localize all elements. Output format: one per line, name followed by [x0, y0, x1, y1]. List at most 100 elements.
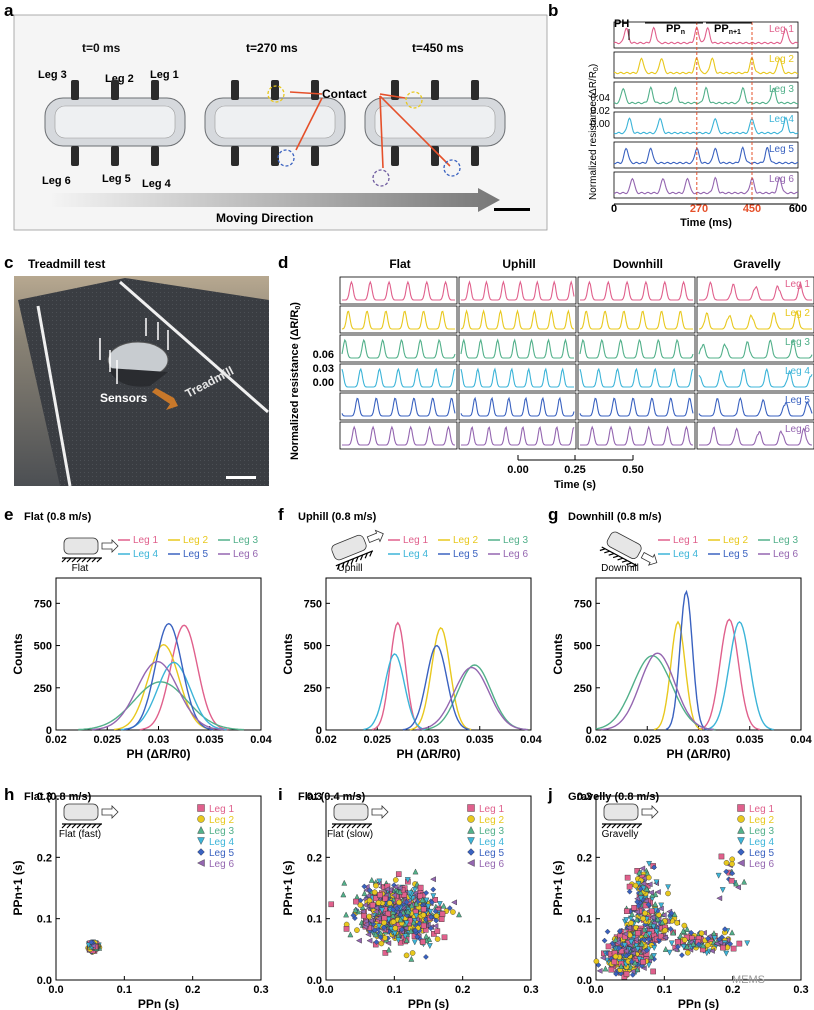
scatter-point [407, 890, 414, 897]
scatter-point [614, 939, 621, 946]
x-tick-label: 0.0 [318, 984, 333, 996]
legend-marker [737, 804, 745, 812]
scatter-point [378, 940, 385, 947]
scatter-point [640, 880, 647, 887]
inset-ground-hatch [336, 823, 342, 829]
robot-leg [471, 146, 479, 166]
d-trace-leg3 [341, 338, 456, 359]
d-trace-leg3 [698, 338, 813, 359]
inset-icon: Flat (fast) [59, 803, 119, 840]
scatter-point [616, 945, 622, 951]
scatter-point [361, 902, 368, 908]
d-cell-2-1 [577, 305, 696, 334]
scatter-point [427, 908, 434, 915]
legend-label: Leg 2 [723, 535, 748, 546]
scatter-point [611, 958, 618, 965]
scatter-point [425, 903, 432, 910]
legend-marker [467, 837, 475, 845]
scatter-point [638, 895, 644, 902]
inset-ground-hatch [626, 823, 632, 829]
scatter-point [650, 923, 657, 930]
d-trace-leg3 [460, 338, 574, 359]
scatter-point [377, 934, 384, 941]
scatter-point [648, 889, 654, 896]
curve-f-leg5 [402, 644, 470, 731]
scatter-point [633, 916, 640, 923]
scatter-point [624, 874, 631, 881]
x-tick-label: 0.03 [418, 734, 439, 746]
legend-label: Leg 2 [453, 535, 478, 546]
scatter-point [434, 936, 441, 942]
d-col-gravelly: Gravelly [733, 257, 781, 271]
legend-marker [197, 815, 205, 823]
contact-arrow-2 [295, 97, 323, 151]
scatter-point [353, 898, 359, 905]
robot-leg [391, 80, 399, 100]
scatter-point [605, 943, 612, 950]
panel-i: i Flat (0.4 m/s) 0.0 0.1 0.2 0.3 0.0 0.1 0.2 0.3 P… [278, 785, 539, 1010]
d-ytick-0: 0.06 [313, 349, 334, 361]
scatter-point [646, 861, 653, 867]
d-ytick-1: 0.03 [313, 363, 334, 375]
scatter-point [420, 922, 427, 929]
scatter-point [628, 939, 635, 946]
robot-leg [391, 146, 399, 166]
y-axis-label: Counts [551, 633, 565, 675]
panel-i-title: Flat (0.4 m/s) [298, 791, 366, 803]
inset-ground-hatch [611, 823, 617, 829]
scatter-point [653, 928, 660, 935]
d-trace-leg5 [341, 397, 456, 417]
x-axis-label: PH (ΔR/R0) [667, 747, 731, 761]
annot-ph: PH [614, 18, 629, 30]
scatter-point [419, 896, 426, 903]
scatter-point [662, 927, 668, 934]
scatter-point [629, 911, 636, 917]
scatter-point [451, 899, 457, 906]
inset-ground-hatch [86, 557, 92, 563]
scatter-point [632, 882, 639, 889]
leg1-label: Leg 1 [150, 69, 179, 81]
d-trace-leg2 [698, 309, 812, 330]
panel-f-title: Uphill (0.8 m/s) [298, 511, 377, 523]
legend-f: Leg 1 Leg 2 Leg 3 Leg 4 Leg 5 Leg 6 [388, 535, 528, 560]
d-trace-leg4 [579, 367, 694, 388]
scatter-point [430, 886, 437, 893]
d-cell-3-4: Leg 5 [696, 392, 814, 421]
scatter-point [716, 895, 723, 902]
robot-leg [311, 80, 319, 100]
moving-direction-arrow [52, 188, 500, 212]
scatter-point [599, 954, 606, 961]
scatter-point [371, 927, 378, 934]
scatter-point [651, 945, 658, 952]
b-trace-leg2 [613, 56, 799, 75]
scatter-points-h [85, 939, 103, 955]
scatter-point [655, 912, 662, 918]
scatter-point [719, 887, 726, 894]
scatter-point [654, 889, 661, 895]
inset-icon: Gravelly [601, 803, 659, 840]
d-cell-0-2 [339, 334, 458, 363]
scatter-point [409, 950, 416, 956]
scatter-point [403, 920, 410, 927]
curve-e-leg6 [91, 660, 224, 731]
panel-f: f Uphill (0.8 m/s) 0.02 0.025 0.03 0.035 0.04 0… [278, 505, 543, 761]
b-xtick-450: 450 [743, 203, 761, 215]
legend-marker [197, 826, 205, 834]
y-tick-label: 0 [46, 725, 52, 737]
curve-g-leg5 [665, 589, 708, 731]
scatter-point [403, 952, 410, 959]
legend-label: Leg 1 [749, 804, 774, 815]
inset-ground-hatch [621, 560, 628, 563]
watermark: MEMS [732, 974, 765, 986]
scatter-points-i [328, 868, 462, 962]
legend-e: Leg 1 Leg 2 Leg 3 Leg 4 Leg 5 Leg 6 [118, 535, 258, 560]
leg4-label: Leg 4 [142, 178, 172, 190]
panel-h-title: Flat (0.8 m/s) [24, 791, 92, 803]
scatter-point [391, 930, 398, 937]
scatter-point [651, 953, 657, 959]
panel-d-traces: Leg 1 Leg 2 Leg 3 Leg 4 Leg 5 Leg 6 [339, 276, 814, 450]
inset-ground-hatch [631, 823, 637, 829]
scatter-point [654, 916, 661, 922]
robot-leg [431, 146, 439, 166]
scatter-point [634, 966, 641, 973]
